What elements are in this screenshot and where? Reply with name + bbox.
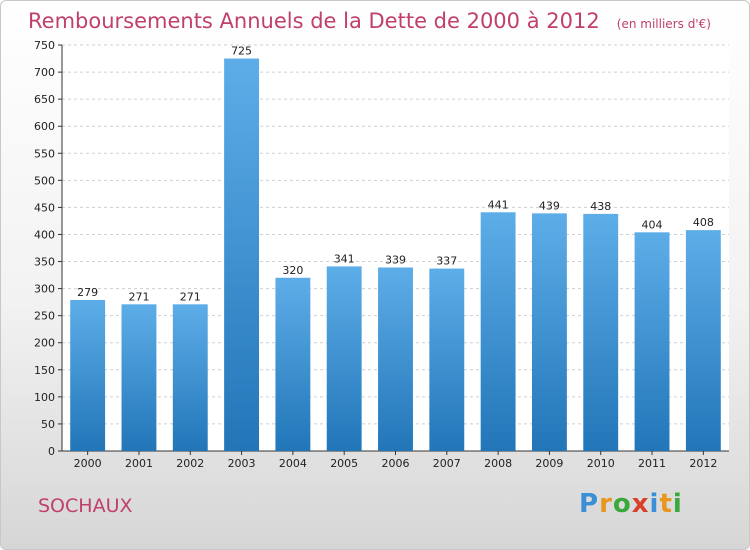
bar — [583, 213, 619, 451]
logo-letter: r — [599, 489, 613, 519]
bar-value-label: 441 — [488, 198, 509, 211]
y-tick-label: 450 — [34, 201, 55, 214]
logo-letter: P — [579, 489, 600, 519]
y-tick-label: 0 — [48, 445, 55, 458]
x-tick-label: 2000 — [74, 457, 102, 470]
bar — [429, 268, 465, 451]
y-tick-label: 200 — [34, 337, 55, 350]
bar-value-label: 339 — [385, 253, 406, 266]
bar-value-label: 271 — [128, 290, 149, 303]
bar — [172, 304, 208, 451]
y-tick-label: 700 — [34, 66, 55, 79]
bar-value-label: 404 — [642, 218, 663, 231]
bar-value-label: 438 — [590, 200, 611, 213]
chart-title: Remboursements Annuels de la Dette de 20… — [28, 9, 711, 33]
bar-value-label: 271 — [180, 290, 201, 303]
x-tick-label: 2001 — [125, 457, 153, 470]
bar — [531, 213, 567, 451]
logo-letter: i — [649, 489, 660, 519]
bar-value-label: 439 — [539, 199, 560, 212]
bar-value-label: 337 — [436, 255, 457, 268]
x-tick-label: 2002 — [176, 457, 204, 470]
bar — [275, 277, 311, 451]
y-tick-label: 600 — [34, 120, 55, 133]
y-tick-label: 750 — [34, 39, 55, 52]
city-name: SOCHAUX — [38, 495, 133, 517]
bar — [378, 267, 413, 451]
chart-title-text: Remboursements Annuels de la Dette de 20… — [28, 9, 600, 33]
y-tick-label: 100 — [34, 391, 55, 404]
bar — [224, 58, 260, 452]
x-tick-label: 2009 — [535, 457, 563, 470]
x-tick-label: 2005 — [330, 457, 358, 470]
bar — [634, 232, 670, 451]
bar — [121, 304, 157, 451]
y-tick-label: 150 — [34, 364, 55, 377]
bar — [685, 230, 721, 451]
x-tick-label: 2007 — [433, 457, 461, 470]
bar — [326, 266, 362, 451]
logo-letter: o — [612, 489, 632, 519]
y-tick-label: 400 — [34, 228, 55, 241]
logo-letter: i — [672, 489, 683, 519]
y-tick-label: 50 — [41, 418, 55, 431]
chart-unit-note: (en milliers d'€) — [616, 17, 711, 31]
y-tick-label: 500 — [34, 174, 55, 187]
bar-value-label: 408 — [693, 216, 714, 229]
x-tick-label: 2012 — [689, 457, 717, 470]
y-tick-label: 300 — [34, 283, 55, 296]
bar-value-label: 725 — [231, 45, 252, 58]
y-tick-label: 350 — [34, 256, 55, 269]
y-tick-label: 550 — [34, 147, 55, 160]
bar-value-label: 320 — [282, 264, 303, 277]
proxiti-logo: Proxiti — [579, 489, 683, 519]
x-tick-label: 2010 — [587, 457, 615, 470]
x-tick-label: 2011 — [638, 457, 666, 470]
logo-letter: x — [631, 489, 650, 519]
y-tick-label: 650 — [34, 93, 55, 106]
x-tick-label: 2008 — [484, 457, 512, 470]
bar — [70, 299, 106, 451]
bar-value-label: 341 — [334, 252, 355, 265]
x-tick-label: 2004 — [279, 457, 307, 470]
logo-letter: t — [659, 489, 673, 519]
y-tick-label: 250 — [34, 310, 55, 323]
bar — [480, 212, 516, 451]
x-tick-label: 2003 — [228, 457, 256, 470]
x-tick-label: 2006 — [382, 457, 410, 470]
bar-value-label: 279 — [77, 286, 98, 299]
